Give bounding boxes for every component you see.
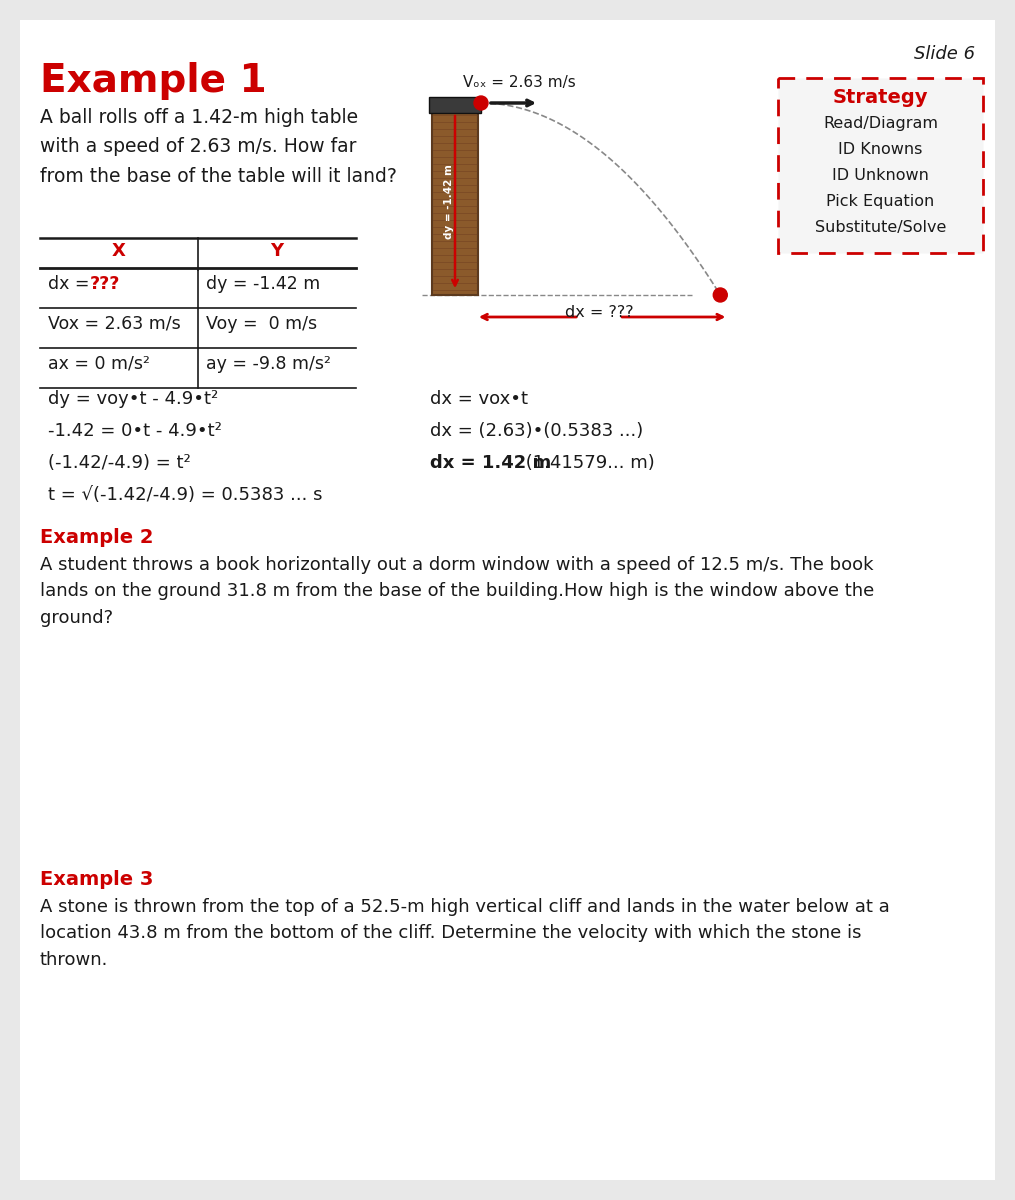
Text: Vox = 2.63 m/s: Vox = 2.63 m/s: [48, 314, 181, 332]
Text: dy = voy•t - 4.9•t²: dy = voy•t - 4.9•t²: [48, 390, 218, 408]
Circle shape: [714, 288, 728, 302]
Text: -1.42 = 0•t - 4.9•t²: -1.42 = 0•t - 4.9•t²: [48, 422, 222, 440]
Text: dx = vox•t: dx = vox•t: [430, 390, 528, 408]
Text: A stone is thrown from the top of a 52.5-m high vertical cliff and lands in the : A stone is thrown from the top of a 52.5…: [40, 898, 890, 968]
Text: Strategy: Strategy: [832, 88, 929, 107]
Text: dy = -1.42 m: dy = -1.42 m: [444, 164, 454, 240]
Text: Slide 6: Slide 6: [914, 44, 975, 62]
Text: ???: ???: [90, 275, 121, 293]
Text: dx = 1.42 m: dx = 1.42 m: [430, 454, 551, 472]
Bar: [429, 97, 481, 113]
Text: A ball rolls off a 1.42-m high table
with a speed of 2.63 m/s. How far
from the : A ball rolls off a 1.42-m high table wit…: [40, 108, 397, 186]
Text: (-1.42/-4.9) = t²: (-1.42/-4.9) = t²: [48, 454, 191, 472]
Text: Example 2: Example 2: [40, 528, 153, 547]
Text: X: X: [112, 242, 126, 260]
Text: dx = ???: dx = ???: [564, 305, 633, 320]
Text: Read/Diagram: Read/Diagram: [823, 116, 938, 131]
Bar: [432, 109, 478, 295]
Text: (1.41579... m): (1.41579... m): [521, 454, 655, 472]
Text: Vₒₓ = 2.63 m/s: Vₒₓ = 2.63 m/s: [463, 74, 576, 90]
Text: A student throws a book horizontally out a dorm window with a speed of 12.5 m/s.: A student throws a book horizontally out…: [40, 556, 874, 626]
Text: ay = -9.8 m/s²: ay = -9.8 m/s²: [206, 355, 331, 373]
Circle shape: [474, 96, 488, 110]
Text: Substitute/Solve: Substitute/Solve: [815, 220, 946, 235]
Text: Y: Y: [270, 242, 283, 260]
Text: dx =: dx =: [48, 275, 100, 293]
Text: dy = -1.42 m: dy = -1.42 m: [206, 275, 321, 293]
Text: ax = 0 m/s²: ax = 0 m/s²: [48, 355, 150, 373]
Text: ID Unknown: ID Unknown: [832, 168, 929, 182]
Text: Example 1: Example 1: [40, 62, 267, 100]
Text: Example 3: Example 3: [40, 870, 153, 889]
Text: Pick Equation: Pick Equation: [826, 194, 935, 209]
Text: Voy =  0 m/s: Voy = 0 m/s: [206, 314, 317, 332]
Text: t = √(-1.42/-4.9) = 0.5383 ... s: t = √(-1.42/-4.9) = 0.5383 ... s: [48, 486, 323, 504]
Text: dx = (2.63)•(0.5383 ...): dx = (2.63)•(0.5383 ...): [430, 422, 644, 440]
FancyBboxPatch shape: [779, 78, 983, 253]
Text: ID Knowns: ID Knowns: [838, 142, 923, 157]
